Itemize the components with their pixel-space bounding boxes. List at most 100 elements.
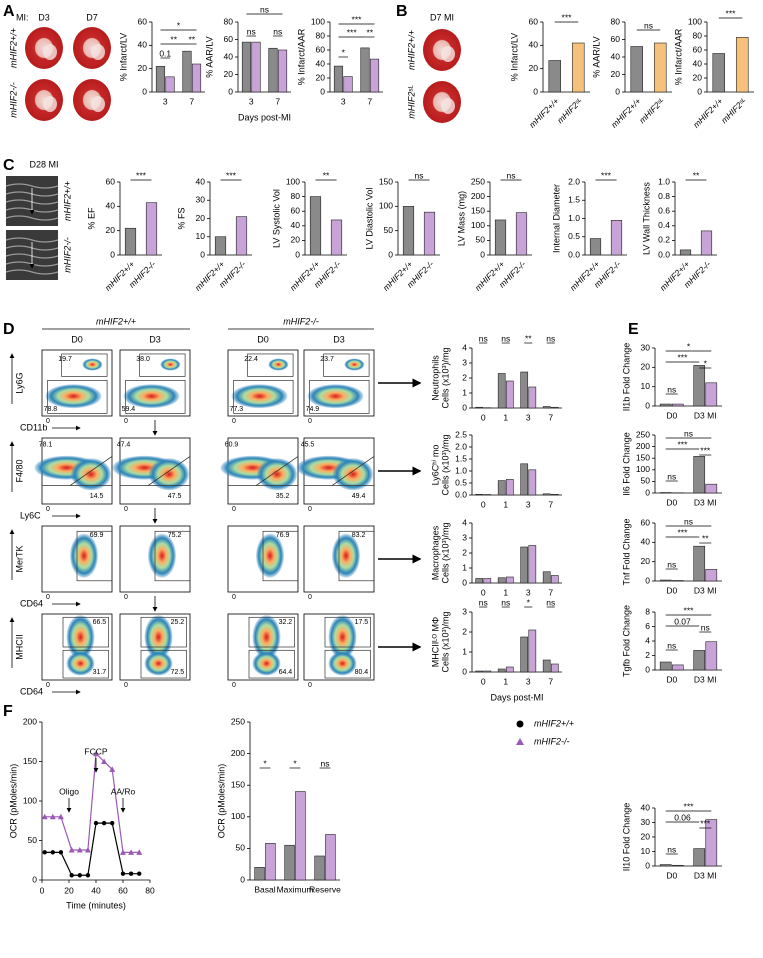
flow-population bbox=[307, 384, 364, 409]
gate-percent: 59.4 bbox=[122, 406, 136, 413]
significance-label: ns bbox=[507, 170, 516, 180]
y-tick-label: 20 bbox=[291, 235, 301, 245]
y-tick-label: 1.0 bbox=[658, 176, 670, 186]
flow-zero: 0 bbox=[46, 594, 50, 601]
bar bbox=[542, 493, 551, 496]
y-tick-label: 250 bbox=[231, 716, 245, 726]
injection-label: AA/Ro bbox=[111, 786, 136, 796]
flow-population bbox=[66, 651, 95, 676]
x-tick-label: 60 bbox=[118, 885, 128, 895]
significance-label: ns bbox=[667, 384, 676, 394]
flow-zero: 0 bbox=[46, 682, 50, 689]
gate-percent: 80.4 bbox=[355, 669, 369, 676]
y-tick-label: 40 bbox=[641, 537, 651, 547]
panel-label: A bbox=[3, 3, 15, 20]
y-tick-label: 150 bbox=[636, 452, 650, 462]
bar bbox=[693, 650, 706, 671]
bar bbox=[705, 641, 718, 671]
flow-zero: 0 bbox=[308, 506, 312, 513]
bar bbox=[712, 53, 726, 93]
gate bbox=[247, 353, 294, 377]
significance-label: 0.07 bbox=[674, 616, 691, 626]
bar bbox=[330, 219, 343, 256]
day-header: D0 bbox=[257, 334, 269, 344]
flow-population bbox=[144, 651, 173, 676]
point bbox=[101, 758, 108, 764]
infarct-area bbox=[441, 98, 455, 114]
x-tick-label: D3 MI bbox=[694, 674, 717, 684]
legend-label: mHIF2+/+ bbox=[534, 718, 574, 728]
infarct-area bbox=[43, 96, 57, 112]
x-tick-label: D3 MI bbox=[694, 410, 717, 420]
significance-label: *** bbox=[226, 170, 237, 180]
gate-percent: 69.9 bbox=[90, 532, 104, 539]
x-tick-label: 3 bbox=[526, 499, 531, 509]
y-tick-label: 0.0 bbox=[455, 489, 467, 499]
significance-label: ns bbox=[644, 20, 653, 30]
point bbox=[69, 873, 74, 878]
bar bbox=[671, 403, 684, 407]
bar bbox=[548, 60, 562, 93]
bar bbox=[251, 41, 261, 93]
y-tick-label: 0.8 bbox=[658, 191, 670, 201]
infarct-area bbox=[43, 44, 57, 60]
flow-zero: 0 bbox=[46, 506, 50, 513]
genotype-label: mHIF2ˢᴸ bbox=[406, 85, 416, 119]
y-tick-label: 0 bbox=[645, 860, 650, 870]
flow-x-label: CD11b bbox=[20, 422, 47, 432]
x-tick-label: 40 bbox=[91, 885, 101, 895]
x-tick-label: D3 MI bbox=[694, 870, 717, 880]
bar bbox=[520, 463, 529, 496]
y-axis-label: OCR (pMoles/min) bbox=[216, 764, 226, 839]
x-tick-label: D0 bbox=[666, 410, 677, 420]
x-tick-label: 7 bbox=[548, 412, 553, 422]
significance-label: ns bbox=[684, 428, 693, 438]
y-tick-label: 2 bbox=[462, 547, 467, 557]
bar bbox=[483, 578, 492, 584]
significance-label: ns bbox=[667, 471, 676, 481]
y-tick-label: 30 bbox=[641, 342, 651, 352]
flow-population bbox=[71, 458, 111, 491]
x-tick-label: 1 bbox=[503, 499, 508, 509]
flow-population bbox=[231, 384, 288, 409]
y-tick-label: 20 bbox=[106, 225, 116, 235]
bar bbox=[659, 579, 672, 582]
bar bbox=[705, 569, 718, 582]
bar bbox=[542, 406, 551, 409]
significance-label: 0.1 bbox=[159, 48, 171, 58]
bar bbox=[659, 403, 672, 407]
group-header: mHIF2-/- bbox=[283, 316, 319, 326]
gate-percent: 31.7 bbox=[93, 669, 107, 676]
gate-percent: 14.5 bbox=[90, 493, 104, 500]
significance-label: * bbox=[527, 597, 531, 607]
x-tick-label: mHIF2+/+ bbox=[527, 96, 561, 130]
gate bbox=[69, 456, 113, 486]
genotype-label: mHIF2+/+ bbox=[62, 181, 72, 221]
y-axis-label: Internal Diameter bbox=[551, 184, 561, 253]
y-axis-label: % FS bbox=[176, 207, 186, 229]
y-tick-label: 0 bbox=[320, 86, 325, 96]
y-tick-label: 0.5 bbox=[568, 231, 580, 241]
gate bbox=[309, 380, 370, 414]
significance-label: ** bbox=[693, 170, 700, 180]
y-tick-label: 60 bbox=[693, 44, 703, 54]
y-tick-label: 0 bbox=[110, 249, 115, 259]
significance-label: * bbox=[342, 47, 346, 57]
bar bbox=[475, 493, 484, 496]
x-axis-label: Days post-MI bbox=[238, 112, 291, 122]
significance-label: * bbox=[704, 358, 708, 368]
y-axis-label: Tnf Fold Change bbox=[621, 518, 631, 585]
bar bbox=[520, 371, 529, 409]
bar bbox=[542, 659, 551, 673]
y-tick-label: 20 bbox=[138, 63, 148, 73]
y-tick-label: 200 bbox=[636, 441, 650, 451]
y-tick-label: 150 bbox=[471, 205, 485, 215]
y-axis-label: % EF bbox=[86, 207, 96, 230]
significance-label: ns bbox=[501, 597, 510, 607]
panel-label: E bbox=[628, 321, 639, 338]
bar bbox=[369, 58, 380, 93]
bar bbox=[494, 219, 507, 256]
flow-population bbox=[123, 384, 180, 409]
significance-label: 0.06 bbox=[674, 812, 691, 822]
bar bbox=[571, 42, 585, 93]
